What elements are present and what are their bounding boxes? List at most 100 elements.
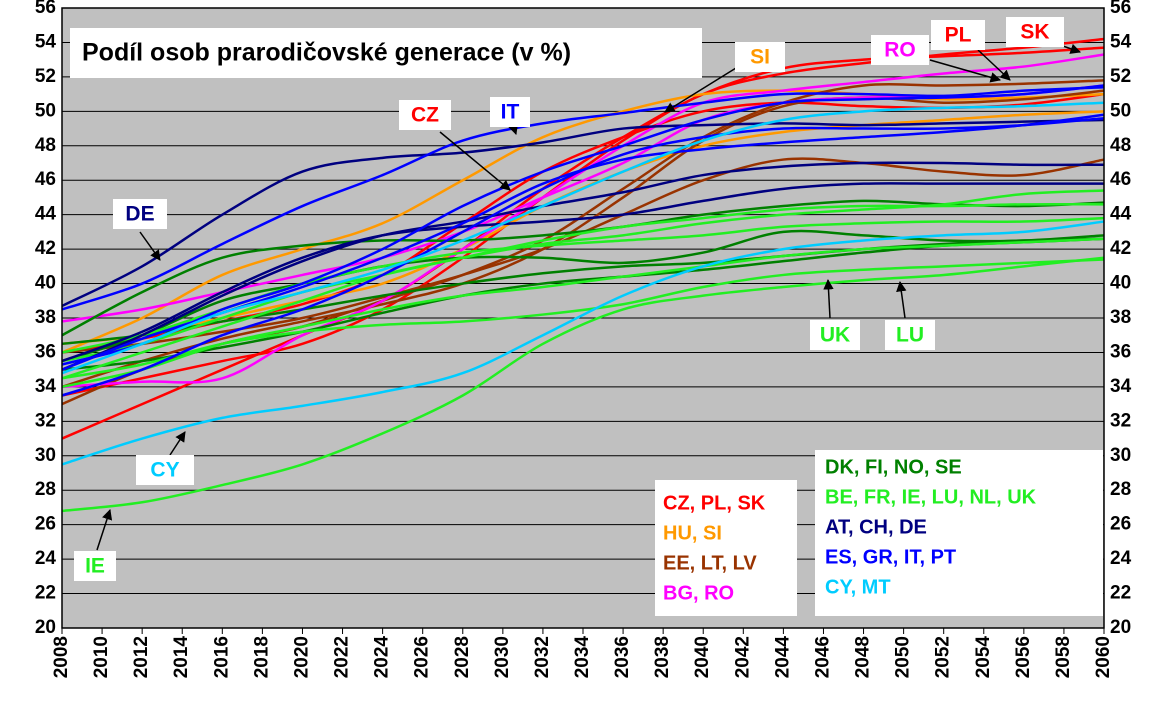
y-tick-label: 54	[1110, 31, 1132, 52]
y-tick-label: 46	[35, 169, 56, 190]
series-line	[61, 237, 1105, 389]
annotation: IE	[85, 555, 105, 578]
annotation-box	[136, 455, 194, 485]
annotation-box	[74, 551, 116, 581]
annotation: LU	[896, 324, 924, 347]
annotation: RO	[884, 39, 916, 62]
x-tick-label: 2042	[732, 636, 753, 678]
series-line	[61, 220, 1105, 466]
y-tick-label: 20	[35, 617, 56, 638]
y-tick-label: 30	[1110, 445, 1131, 466]
annotation-box	[490, 97, 530, 127]
series-line	[61, 229, 1105, 363]
x-tick-label: 2046	[812, 636, 833, 678]
annotation-arrow	[664, 67, 737, 113]
y-tick-label: 50	[35, 100, 56, 121]
series-line	[61, 161, 1105, 371]
x-tick-label: 2026	[412, 636, 433, 678]
x-tick-label: 2020	[291, 636, 312, 678]
y-tick-label: 32	[35, 410, 56, 431]
annotation: DE	[125, 203, 154, 226]
y-tick-label: 22	[1110, 583, 1131, 604]
annotation: SK	[1020, 21, 1049, 44]
legend-label: BE, FR, IE, LU, NL, UK	[825, 486, 1037, 508]
y-tick-label: 28	[35, 479, 56, 500]
annotation-arrow	[977, 49, 1011, 81]
annotation-box	[113, 199, 167, 229]
series-line	[61, 157, 1105, 354]
annotation-arrow	[896, 280, 907, 319]
series-line	[61, 199, 1105, 337]
series-line	[61, 53, 1105, 389]
annotation-arrow	[139, 231, 161, 261]
series-line	[61, 182, 1104, 363]
y-tick-label: 26	[1110, 514, 1131, 535]
y-tick-label: 20	[1110, 617, 1131, 638]
x-tick-label: 2060	[1093, 636, 1114, 678]
x-tick-label: 2054	[973, 636, 994, 679]
legend-label: CY, MT	[825, 576, 891, 598]
legend-label: CZ, PL, SK	[663, 492, 766, 514]
series-line	[61, 118, 1105, 308]
legend-label: AT, CH, DE	[825, 516, 927, 538]
annotation-box	[810, 320, 860, 350]
y-tick-label: 54	[35, 31, 57, 52]
x-tick-label: 2024	[372, 636, 393, 679]
x-tick-label: 2058	[1053, 636, 1074, 678]
y-tick-label: 44	[1110, 204, 1132, 225]
x-tick-label: 2050	[893, 636, 914, 678]
x-tick-label: 2048	[853, 636, 874, 678]
legend-box	[815, 450, 1103, 616]
y-tick-label: 56	[35, 0, 56, 18]
x-tick-label: 2032	[532, 636, 553, 678]
y-tick-label: 52	[1110, 66, 1131, 87]
annotation-arrow	[439, 131, 511, 191]
x-tick-label: 2052	[933, 636, 954, 678]
x-tick-label: 2008	[51, 636, 72, 678]
y-tick-label: 56	[1110, 0, 1131, 18]
series-line	[61, 116, 1105, 397]
x-tick-label: 2038	[652, 636, 673, 678]
annotation-box	[931, 20, 985, 50]
legend-box	[655, 480, 797, 616]
y-tick-label: 44	[35, 204, 57, 225]
y-tick-label: 40	[1110, 273, 1131, 294]
y-tick-label: 30	[35, 445, 56, 466]
y-tick-label: 38	[1110, 307, 1131, 328]
y-tick-label: 40	[35, 273, 56, 294]
y-tick-label: 34	[35, 376, 57, 397]
y-tick-label: 24	[1110, 548, 1132, 569]
x-tick-label: 2034	[572, 636, 593, 679]
y-tick-label: 22	[35, 583, 56, 604]
x-tick-label: 2036	[612, 636, 633, 678]
annotation-box	[399, 100, 451, 130]
y-tick-label: 34	[1110, 376, 1132, 397]
x-tick-label: 2010	[91, 636, 112, 678]
plot-border	[61, 7, 1105, 629]
x-tick-label: 2028	[452, 636, 473, 678]
series-line	[61, 85, 1105, 311]
annotation-arrow	[96, 509, 113, 551]
y-tick-label: 52	[35, 66, 56, 87]
title-box	[70, 28, 702, 78]
annotation-arrow	[823, 278, 834, 319]
legend-label: BG, RO	[663, 582, 734, 604]
annotation-box	[735, 42, 785, 72]
annotation-box	[1006, 17, 1064, 47]
x-tick-label: 2012	[131, 636, 152, 678]
x-tick-label: 2016	[211, 636, 232, 678]
annotation-arrow	[169, 431, 186, 456]
annotation: CY	[150, 459, 179, 482]
series-line	[61, 101, 1105, 375]
y-tick-label: 48	[35, 135, 56, 156]
y-tick-label: 50	[1110, 100, 1131, 121]
legend-label: DK, FI, NO, SE	[825, 456, 962, 478]
annotation: CZ	[411, 104, 439, 127]
annotation: SI	[750, 46, 770, 69]
y-tick-label: 24	[35, 548, 57, 569]
y-tick-label: 42	[1110, 238, 1131, 259]
y-tick-label: 36	[1110, 341, 1131, 362]
annotation: UK	[820, 324, 850, 347]
annotation-arrow	[929, 59, 1002, 83]
